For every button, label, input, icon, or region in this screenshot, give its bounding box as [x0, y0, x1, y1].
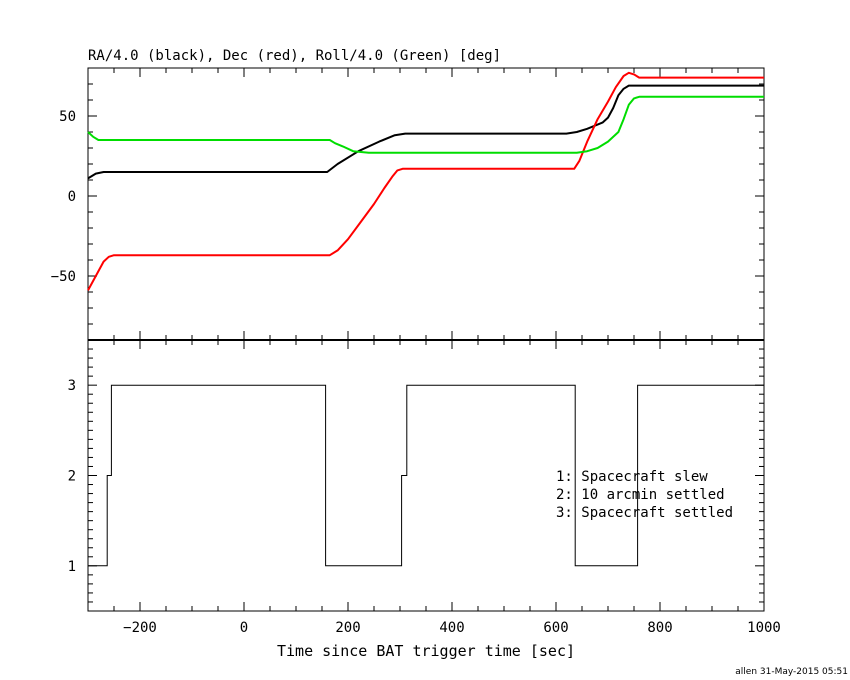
- y-tick-label: 1: [68, 559, 76, 575]
- x-tick-label: 800: [647, 620, 672, 636]
- x-tick-label: 1000: [747, 620, 781, 636]
- bottom-panel-ticks: −200 0 200 400 600 800 1000 1 2 3: [68, 339, 781, 636]
- top-panel-ticks: −50 0 50: [51, 67, 765, 341]
- top-panel-title: RA/4.0 (black), Dec (red), Roll/4.0 (Gre…: [88, 48, 501, 64]
- y-tick-label: 3: [68, 378, 76, 394]
- x-tick-label: 0: [240, 620, 248, 636]
- legend-entry-2: 2: 10 arcmin settled: [556, 487, 725, 503]
- series-line-2: [87, 95, 764, 154]
- x-axis-label: Time since BAT trigger time [sec]: [277, 642, 575, 660]
- series-line-0: [87, 84, 764, 180]
- y-tick-label: 50: [59, 109, 76, 125]
- legend: 1: Spacecraft slew 2: 10 arcmin settled …: [556, 469, 733, 521]
- y-tick-label: −50: [51, 269, 76, 285]
- x-tick-label: 400: [439, 620, 464, 636]
- bottom-panel-series: [88, 384, 764, 567]
- series-line-1: [87, 71, 764, 291]
- y-tick-label: 2: [68, 469, 76, 485]
- footer-credit: allen 31-May-2015 05:51: [735, 667, 848, 677]
- top-panel-series: [87, 71, 764, 291]
- x-tick-label: 600: [543, 620, 568, 636]
- top-panel-frame: [87, 67, 765, 341]
- step-line-0: [88, 384, 764, 567]
- legend-entry-1: 1: Spacecraft slew: [556, 469, 708, 485]
- y-tick-label: 0: [68, 189, 76, 205]
- x-tick-label: −200: [123, 620, 157, 636]
- legend-entry-3: 3: Spacecraft settled: [556, 505, 733, 521]
- x-tick-label: 200: [335, 620, 360, 636]
